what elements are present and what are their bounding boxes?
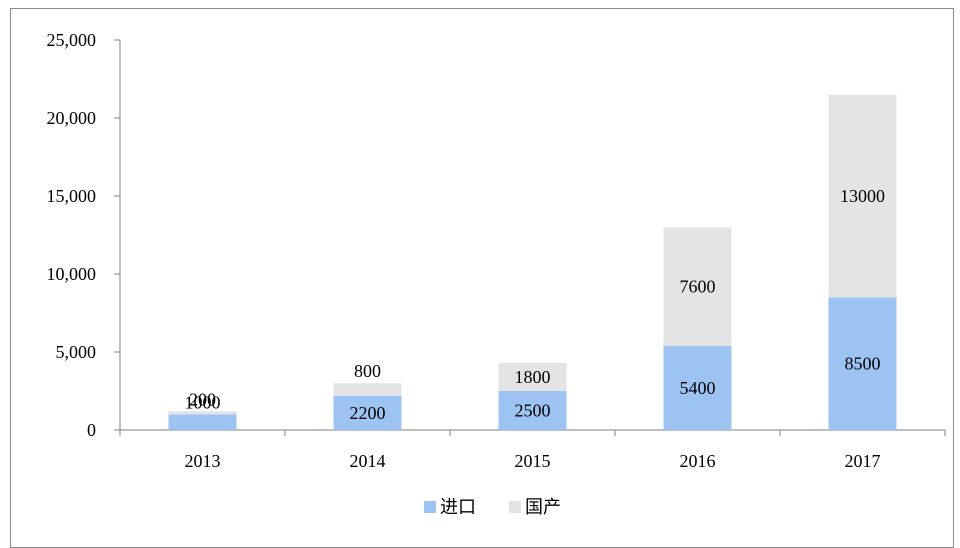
y-tick-label: 0 [87, 420, 96, 440]
bar-segment-import [333, 395, 402, 430]
legend-swatch [509, 501, 521, 513]
y-axis: 0 5,000 10,000 15,000 20,000 25,000 [47, 30, 121, 440]
data-label: 13000 [840, 186, 885, 206]
x-axis: 2013 2014 2015 2016 2017 [119, 429, 946, 471]
data-label: 200 [189, 389, 216, 409]
bar-segment-import [828, 297, 897, 430]
y-tick-label: 10,000 [47, 264, 97, 284]
data-label: 8500 [845, 354, 881, 374]
bar-segment-import [498, 391, 567, 430]
legend-swatch [424, 501, 436, 513]
y-tick-label: 20,000 [47, 108, 97, 128]
y-tick-label: 5,000 [56, 342, 97, 362]
bar-segment-domestic [168, 411, 237, 415]
y-tick-label: 15,000 [47, 186, 97, 206]
bars [168, 94, 897, 430]
bar-segment-domestic [828, 94, 897, 298]
x-tick-label: 2016 [680, 451, 716, 471]
data-label: 2500 [515, 401, 551, 421]
data-label: 5400 [680, 378, 716, 398]
chart-frame [10, 8, 954, 548]
bar-segment-domestic [663, 227, 732, 346]
legend: 进口 国产 [424, 497, 561, 517]
data-label: 2200 [350, 403, 386, 423]
bar-segment-import [663, 345, 732, 430]
bar-segment-import [168, 414, 237, 430]
data-label: 7600 [680, 276, 716, 296]
x-tick-label: 2013 [185, 451, 221, 471]
data-label: 1800 [515, 367, 551, 387]
bar-segment-domestic [333, 383, 402, 396]
x-tick-label: 2014 [350, 451, 386, 471]
x-tick-label: 2015 [515, 451, 551, 471]
x-tick-label: 2017 [845, 451, 881, 471]
legend-label: 进口 [440, 497, 476, 517]
legend-label: 国产 [525, 497, 561, 517]
data-label: 800 [354, 361, 381, 381]
data-label: 1000 [185, 392, 221, 412]
y-tick-label: 25,000 [47, 30, 97, 50]
bar-segment-domestic [498, 362, 567, 391]
